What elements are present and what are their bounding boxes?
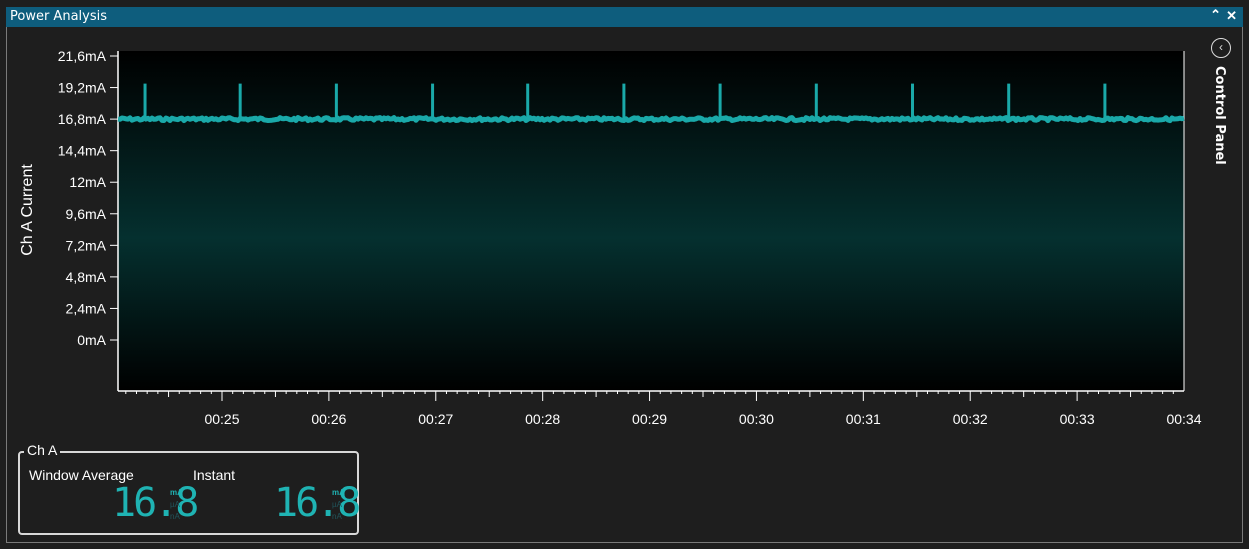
x-tick-label: 00:26 — [311, 411, 346, 427]
unit-ma: mA — [170, 488, 183, 497]
y-tick-label: 16,8mA — [58, 111, 107, 127]
y-tick-label: 12mA — [69, 174, 106, 190]
y-tick-label: 21,6mA — [58, 48, 107, 64]
unit-ma: mA — [332, 488, 345, 497]
x-tick-label: 00:34 — [1166, 411, 1201, 427]
window-title: Power Analysis — [10, 9, 107, 24]
title-bar: Power Analysis ⌃ ✕ — [6, 7, 1243, 27]
close-icon[interactable]: ✕ — [1226, 8, 1237, 23]
window-average-label: Window Average — [29, 467, 134, 483]
unit-ua: µA — [332, 500, 342, 509]
window-average-units: mA µA nA — [170, 487, 183, 523]
instant-label: Instant — [193, 467, 236, 483]
x-tick-label: 00:31 — [846, 411, 881, 427]
chevron-up-icon[interactable]: ⌃ — [1210, 7, 1221, 22]
y-axis-label: Ch A Current — [19, 164, 36, 256]
unit-na: nA — [170, 512, 180, 521]
x-tick-label: 00:25 — [204, 411, 239, 427]
channel-a-title: Ch A — [24, 442, 61, 458]
x-tick-label: 00:27 — [418, 411, 453, 427]
plot-area — [118, 51, 1184, 391]
x-tick-label: 00:32 — [953, 411, 988, 427]
panel-frame — [6, 27, 1243, 543]
current-trace — [117, 115, 1185, 124]
instant-value: 16.8 — [274, 480, 361, 526]
control-panel-tab[interactable]: Control Panel — [1212, 66, 1227, 165]
y-tick-label: 2,4mA — [66, 300, 107, 316]
window-average-value: 16.8 — [112, 480, 199, 526]
y-tick-label: 7,2mA — [66, 237, 107, 253]
x-tick-label: 00:29 — [632, 411, 667, 427]
instant-units: mA µA nA — [332, 487, 345, 523]
y-tick-label: 4,8mA — [66, 269, 107, 285]
unit-na: nA — [332, 512, 342, 521]
x-tick-label: 00:33 — [1060, 411, 1095, 427]
y-tick-label: 9,6mA — [66, 206, 107, 222]
x-tick-label: 00:28 — [525, 411, 560, 427]
y-tick-label: 14,4mA — [58, 143, 107, 159]
chevron-left-circle-icon[interactable]: ‹ — [1211, 38, 1231, 58]
y-tick-label: 19,2mA — [58, 80, 107, 96]
unit-ua: µA — [170, 500, 180, 509]
channel-a-meter-box — [18, 451, 359, 535]
x-tick-label: 00:30 — [739, 411, 774, 427]
y-tick-label: 0mA — [77, 332, 106, 348]
